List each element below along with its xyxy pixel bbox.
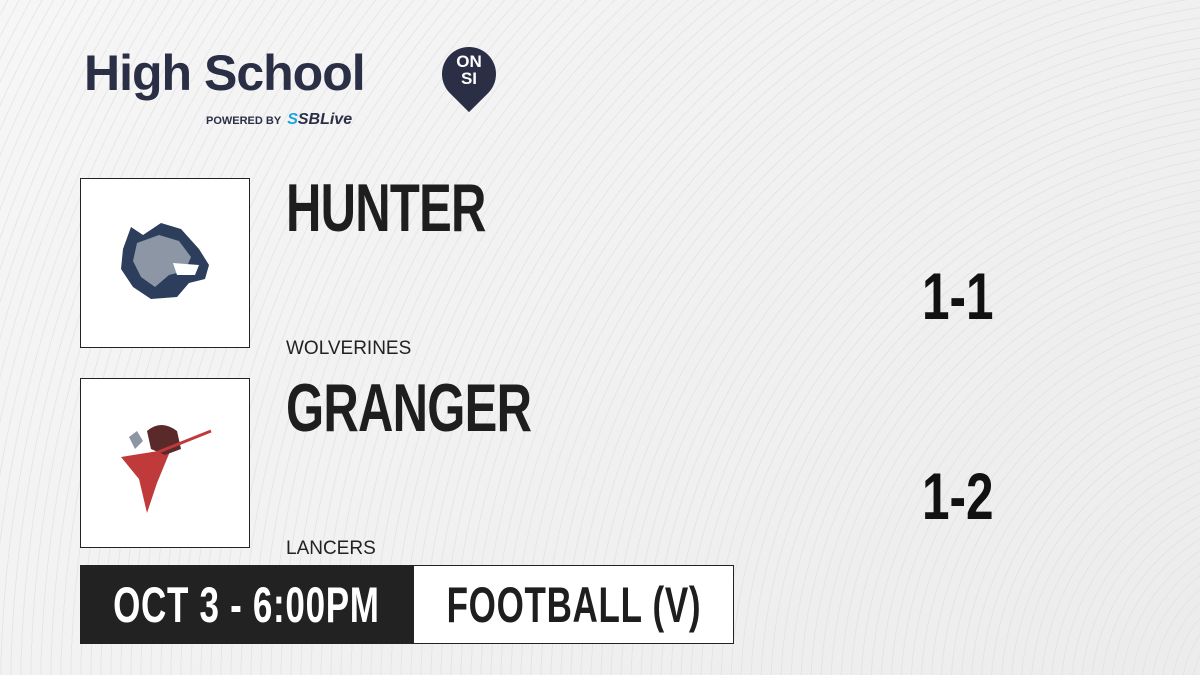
team-mascot: LANCERS [286,538,376,559]
brand-title: High School [84,45,366,101]
powered-by: POWERED BY SSBLive [206,111,352,129]
sblive-name: SBLive [297,111,353,128]
team-logo-granger [80,378,250,548]
game-datetime: OCT 3 - 6:00PM [113,576,380,633]
wolverine-logo-icon [121,223,209,299]
team-mascot: WOLVERINES [286,338,412,359]
team-record: 1-2 [922,459,994,533]
sblive-mark: S [287,111,298,128]
badge-bottom: SI [460,69,478,88]
team-logo-hunter [80,178,250,348]
sport-box: FOOTBALL (V) [413,565,734,644]
powered-by-label: POWERED BY [206,115,282,127]
lancer-logo-icon [121,425,212,513]
team-record: 1-1 [922,259,994,333]
badge-text: ON SI [442,53,496,87]
high-school-on-si-logo: High School ON SI POWERED BY SSBLive [84,35,508,128]
team-name: GRANGER [286,370,532,446]
badge-top: ON [456,52,482,71]
game-datetime-box: OCT 3 - 6:00PM [80,565,413,644]
sblive-logo: SSBLive [287,111,352,128]
team-name: HUNTER [286,170,486,246]
sport-label: FOOTBALL (V) [446,576,701,633]
